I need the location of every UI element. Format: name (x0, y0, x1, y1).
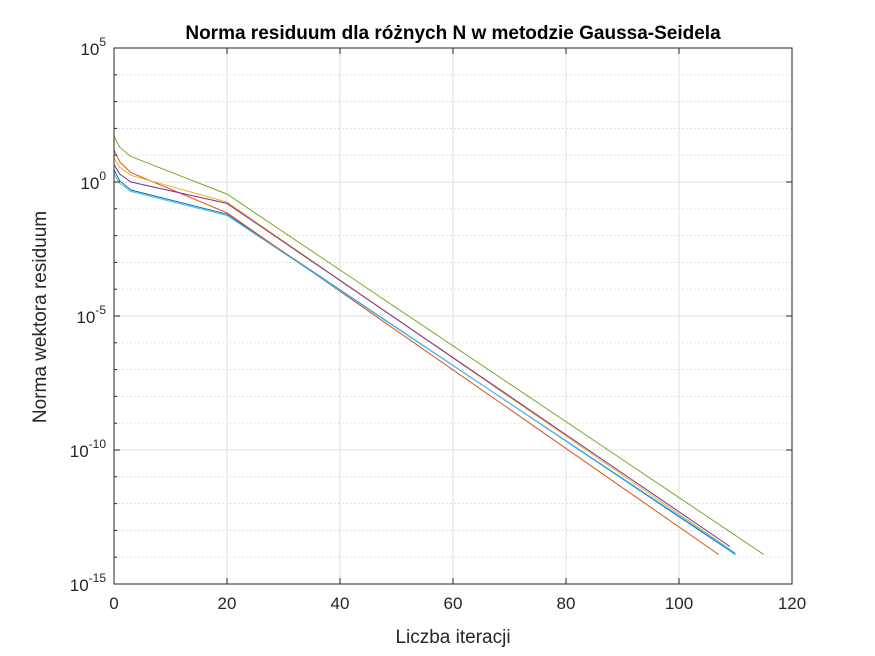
y-tick-exponent: -5 (95, 303, 106, 317)
x-tick-label: 0 (109, 594, 118, 613)
series-line-4 (113, 164, 731, 547)
x-tick-label: 120 (778, 594, 806, 613)
x-tick-label: 100 (665, 594, 693, 613)
y-tick-exponent: -15 (89, 571, 107, 585)
y-tick-label: 10-15 (70, 571, 107, 595)
x-tick-label: 40 (331, 594, 350, 613)
x-tick-label: 60 (444, 594, 463, 613)
y-tick-exponent: -10 (89, 437, 107, 451)
x-axis-label: Liczba iteracji (395, 627, 510, 648)
x-tick-label: 20 (218, 594, 237, 613)
series-line-2 (113, 149, 719, 555)
y-tick-exponent: 5 (99, 35, 106, 49)
x-tick-label: 80 (557, 594, 576, 613)
series-line-5 (113, 136, 765, 555)
chart-title: Norma residuum dla różnych N w metodzie … (185, 23, 721, 44)
y-axis-label: Norma wektora residuum (30, 211, 51, 423)
y-tick-exponent: 0 (99, 169, 106, 183)
series-line-6 (113, 173, 736, 554)
y-tick-label: 10-10 (70, 437, 107, 461)
